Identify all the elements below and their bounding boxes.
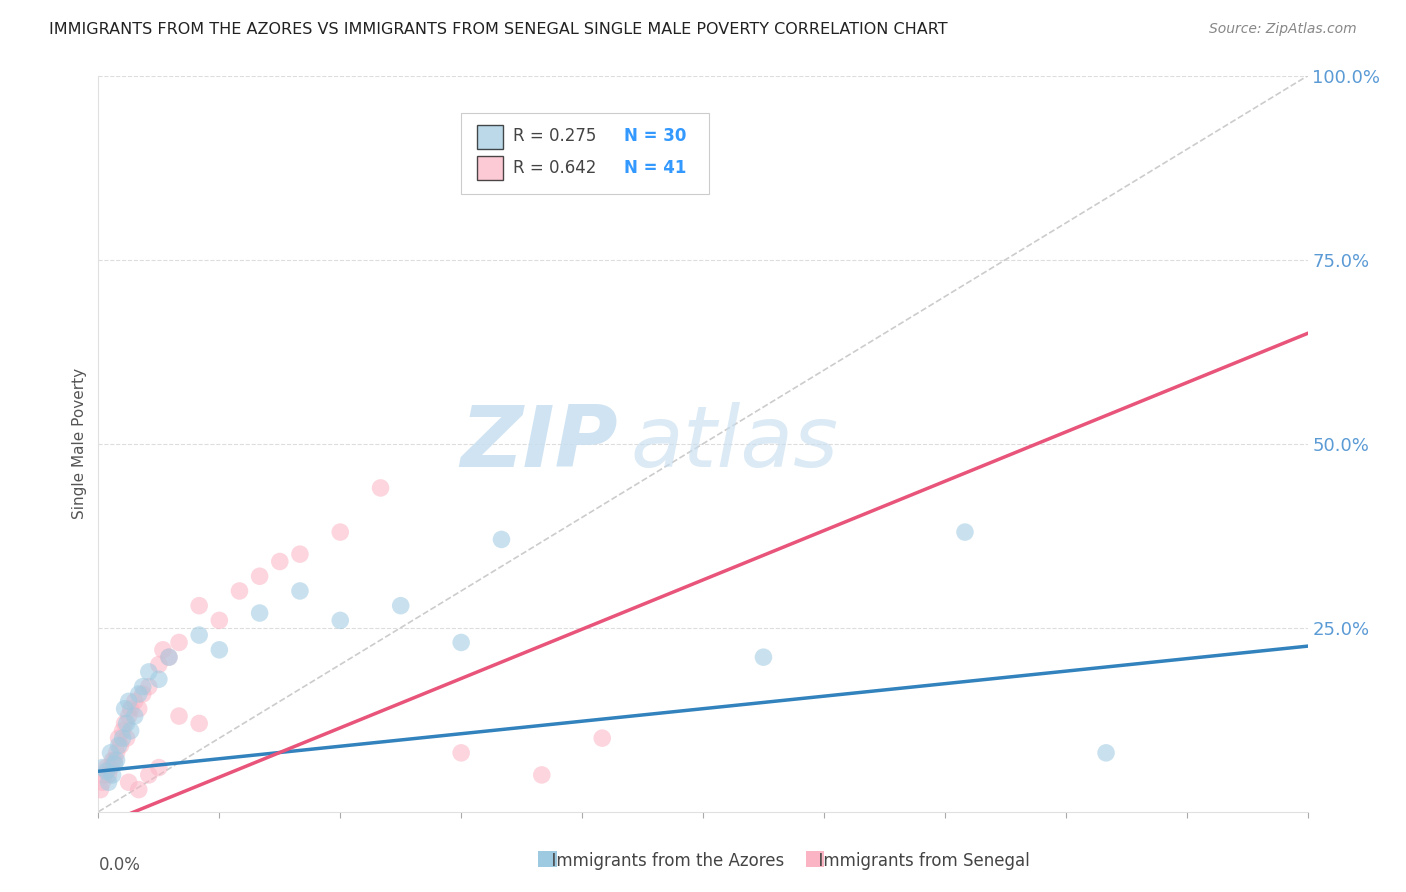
Text: R = 0.275: R = 0.275 — [513, 128, 596, 145]
FancyBboxPatch shape — [477, 125, 503, 149]
Point — [96, 760, 118, 774]
Point — [188, 628, 211, 642]
Point — [105, 746, 128, 760]
Point — [288, 547, 311, 561]
Point — [138, 680, 160, 694]
Point — [188, 599, 211, 613]
Point — [167, 709, 190, 723]
Point — [450, 635, 472, 649]
Point — [97, 775, 120, 789]
Point — [91, 775, 114, 789]
Point — [288, 584, 311, 599]
Point — [91, 760, 114, 774]
Point — [114, 716, 136, 731]
Point — [530, 768, 553, 782]
Point — [118, 694, 141, 708]
Point — [157, 650, 180, 665]
Point — [124, 709, 146, 723]
Point — [115, 716, 138, 731]
Point — [105, 753, 128, 767]
Point — [591, 731, 613, 746]
Text: N = 30: N = 30 — [624, 128, 686, 145]
Point — [148, 760, 170, 774]
Text: ZIP: ZIP — [461, 402, 619, 485]
Y-axis label: Single Male Poverty: Single Male Poverty — [72, 368, 87, 519]
Point — [111, 731, 134, 746]
Point — [208, 642, 231, 657]
Point — [450, 746, 472, 760]
Point — [103, 756, 125, 771]
Point — [208, 614, 231, 628]
Text: atlas: atlas — [630, 402, 838, 485]
FancyBboxPatch shape — [461, 112, 709, 194]
Point — [107, 731, 129, 746]
Point — [329, 614, 352, 628]
Point — [128, 687, 150, 701]
Point — [107, 739, 129, 753]
Text: N = 41: N = 41 — [624, 159, 686, 177]
Point — [329, 524, 352, 539]
Point — [93, 768, 115, 782]
Point — [491, 533, 513, 547]
Point — [953, 524, 976, 539]
Point — [101, 753, 124, 767]
Point — [152, 642, 174, 657]
Point — [110, 739, 132, 753]
Point — [370, 481, 392, 495]
Point — [115, 731, 138, 746]
FancyBboxPatch shape — [477, 156, 503, 180]
Point — [118, 709, 141, 723]
Point — [148, 657, 170, 672]
Text: Immigrants from Senegal: Immigrants from Senegal — [808, 852, 1031, 870]
Point — [188, 716, 211, 731]
Point — [103, 753, 125, 767]
Point — [249, 606, 271, 620]
Point — [1095, 746, 1118, 760]
Text: Immigrants from the Azores: Immigrants from the Azores — [541, 852, 785, 870]
Point — [132, 680, 155, 694]
Point — [148, 673, 170, 687]
Point — [100, 746, 122, 760]
Point — [89, 782, 111, 797]
Text: R = 0.642: R = 0.642 — [513, 159, 596, 177]
Point — [128, 701, 150, 715]
Point — [389, 599, 412, 613]
Point — [124, 694, 146, 708]
Point — [120, 701, 142, 715]
Point — [752, 650, 775, 665]
Point — [114, 701, 136, 715]
Point — [132, 687, 155, 701]
Point — [96, 764, 118, 779]
Text: IMMIGRANTS FROM THE AZORES VS IMMIGRANTS FROM SENEGAL SINGLE MALE POVERTY CORREL: IMMIGRANTS FROM THE AZORES VS IMMIGRANTS… — [49, 22, 948, 37]
Point — [101, 768, 124, 782]
Point — [100, 760, 122, 774]
Point — [118, 775, 141, 789]
Point — [167, 635, 190, 649]
Point — [138, 768, 160, 782]
Point — [138, 665, 160, 679]
Point — [157, 650, 180, 665]
Point — [111, 723, 134, 738]
Text: 0.0%: 0.0% — [98, 856, 141, 874]
Point — [269, 554, 291, 569]
Point — [249, 569, 271, 583]
Point — [120, 723, 142, 738]
Point — [228, 584, 250, 599]
Point — [128, 782, 150, 797]
Point — [97, 768, 120, 782]
Text: Source: ZipAtlas.com: Source: ZipAtlas.com — [1209, 22, 1357, 37]
